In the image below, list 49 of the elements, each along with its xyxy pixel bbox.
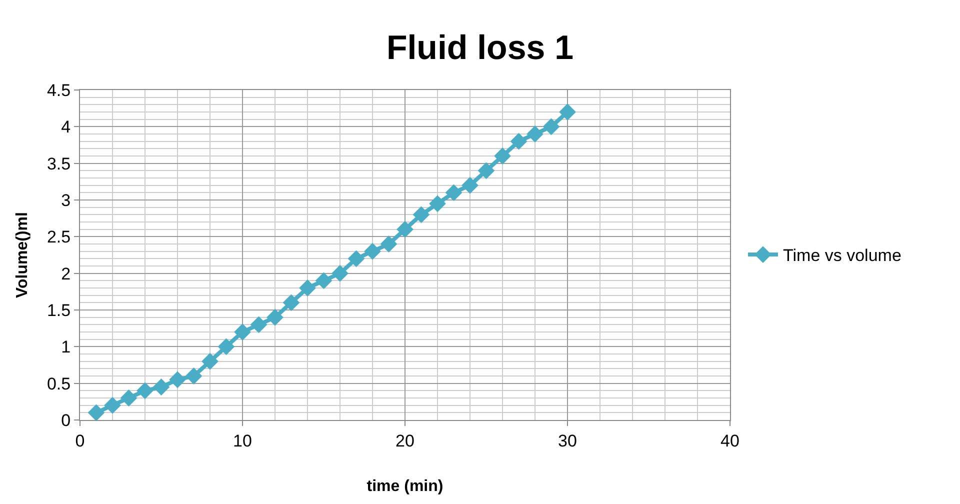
legend-label: Time vs volume: [783, 246, 902, 266]
point: [152, 378, 170, 396]
y-tick-label: 4: [61, 118, 71, 137]
y-tick-label: 2.5: [46, 228, 71, 247]
point: [559, 104, 576, 120]
y-tick-label: 4.5: [46, 80, 71, 100]
point: [332, 264, 348, 282]
y-tick-label: 3: [61, 190, 71, 210]
point: [88, 404, 105, 420]
x-tick-label: 30: [558, 431, 577, 450]
y-tick-label: 2: [61, 264, 71, 284]
point: [364, 242, 381, 260]
x-axis-title: time (min): [366, 478, 444, 496]
point: [202, 352, 218, 370]
chart-title: Fluid loss 1: [386, 29, 574, 68]
point: [136, 382, 154, 400]
y-tick-label: 0: [61, 410, 71, 430]
point: [250, 316, 268, 334]
point: [299, 280, 316, 296]
y-tick-label: 1.5: [46, 300, 71, 320]
point: [526, 126, 544, 142]
point: [169, 371, 186, 388]
point: [412, 206, 430, 224]
point: [348, 250, 365, 268]
x-tick-label: 0: [75, 431, 85, 450]
point: [282, 294, 300, 312]
point: [429, 195, 446, 212]
point: [266, 308, 284, 326]
point: [380, 236, 398, 252]
y-tick-label: 1: [61, 338, 71, 357]
point: [234, 324, 251, 340]
point: [462, 176, 478, 194]
x-tick-label: 10: [233, 431, 252, 450]
point: [120, 390, 138, 406]
point: [494, 148, 511, 164]
point: [104, 396, 121, 414]
x-tick-label: 40: [720, 431, 740, 450]
y-tick-label: 0.5: [46, 374, 71, 394]
point: [218, 338, 235, 356]
point: [510, 132, 528, 150]
point: [185, 368, 202, 384]
x-tick-label: 20: [396, 431, 414, 450]
y-axis-title: Volume()ml: [14, 212, 31, 298]
point: [315, 272, 332, 290]
point: [478, 162, 495, 180]
y-tick-label: 3.5: [46, 154, 71, 174]
point: [445, 184, 462, 202]
point: [542, 118, 560, 136]
point: [396, 220, 414, 238]
